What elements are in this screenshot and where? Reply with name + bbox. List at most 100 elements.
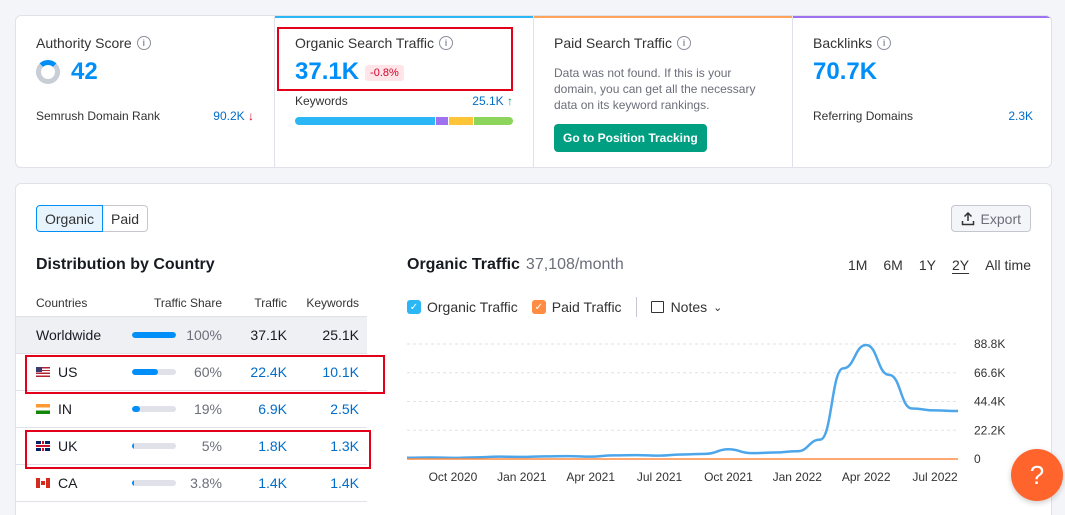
card-accent-line bbox=[793, 16, 1051, 18]
no-data-message: Data was not found. If this is your doma… bbox=[554, 66, 756, 112]
x-tick-label: Oct 2020 bbox=[429, 470, 478, 484]
row-keywords[interactable]: 10.1K bbox=[322, 364, 359, 380]
row-keywords[interactable]: 2.5K bbox=[330, 401, 359, 417]
help-button[interactable]: ? bbox=[1011, 449, 1063, 501]
period-1y[interactable]: 1Y bbox=[918, 257, 936, 273]
organic-traffic-title: Organic Search Traffic bbox=[295, 35, 435, 51]
traffic-change-badge: -0.8% bbox=[365, 64, 404, 81]
row-country: CA bbox=[58, 475, 78, 491]
domain-rank-label: Semrush Domain Rank bbox=[36, 109, 161, 123]
authority-score-value[interactable]: 42 bbox=[71, 58, 98, 85]
period-2y[interactable]: 2Y bbox=[951, 257, 970, 273]
us-flag-icon bbox=[36, 367, 50, 377]
row-keywords: 25.1K bbox=[322, 327, 359, 343]
table-row[interactable]: US 60% 22.4K 10.1K bbox=[16, 354, 367, 391]
row-share: 19% bbox=[193, 401, 222, 417]
legend-organic-traffic[interactable]: ✓ Organic Traffic bbox=[407, 299, 518, 315]
info-icon[interactable]: i bbox=[677, 36, 692, 50]
share-bar bbox=[132, 406, 176, 412]
row-keywords[interactable]: 1.3K bbox=[330, 438, 359, 454]
export-button[interactable]: Export bbox=[950, 205, 1031, 232]
notes-dropdown[interactable]: Notes ⌄ bbox=[650, 299, 723, 315]
share-bar bbox=[132, 480, 176, 486]
y-tick-label: 44.4K bbox=[974, 395, 1005, 409]
arrow-down-icon: ↓ bbox=[248, 109, 254, 123]
info-icon[interactable]: i bbox=[439, 36, 454, 50]
row-keywords[interactable]: 1.4K bbox=[330, 475, 359, 491]
paid-traffic-card: Paid Search Traffic i Data was not found… bbox=[534, 16, 793, 167]
legend-divider bbox=[635, 297, 637, 317]
table-row[interactable]: Worldwide 100% 37.1K 25.1K bbox=[16, 317, 367, 354]
checkbox-checked-icon[interactable]: ✓ bbox=[531, 300, 546, 314]
row-traffic: 37.1K bbox=[250, 327, 287, 343]
table-row[interactable]: UK 5% 1.8K 1.3K bbox=[16, 428, 367, 465]
header-keywords: Keywords bbox=[306, 295, 359, 310]
chevron-down-icon: ⌄ bbox=[713, 301, 723, 314]
notes-icon bbox=[650, 301, 664, 313]
checkbox-checked-icon[interactable]: ✓ bbox=[407, 300, 421, 314]
legend-paid-traffic[interactable]: ✓ Paid Traffic bbox=[531, 299, 622, 315]
table-row[interactable]: CA 3.8% 1.4K 1.4K bbox=[16, 465, 367, 502]
legend-organic-label: Organic Traffic bbox=[427, 299, 518, 315]
row-share: 100% bbox=[186, 327, 222, 343]
row-country: IN bbox=[58, 401, 72, 417]
distribution-table: Countries Traffic Share Traffic Keywords… bbox=[16, 289, 367, 502]
legend-paid-label: Paid Traffic bbox=[551, 299, 622, 315]
row-traffic[interactable]: 1.8K bbox=[258, 438, 287, 454]
y-tick-label: 88.8K bbox=[974, 337, 1005, 351]
share-bar bbox=[132, 369, 176, 375]
period-all-time[interactable]: All time bbox=[985, 257, 1031, 273]
row-country: UK bbox=[58, 438, 78, 454]
row-share: 3.8% bbox=[190, 475, 222, 491]
backlinks-card[interactable]: Backlinks i 70.7K Referring Domains 2.3K bbox=[793, 16, 1051, 167]
x-tick-label: Apr 2021 bbox=[566, 470, 615, 484]
x-tick-label: Oct 2021 bbox=[704, 470, 753, 484]
go-to-position-tracking-button[interactable]: Go to Position Tracking bbox=[554, 124, 707, 152]
header-traffic-share: Traffic Share bbox=[153, 295, 222, 310]
organic-traffic-chart[interactable]: 0 22.2K 44.4K 66.6K 88.8K Oct 2020 Jan 2021 Apr… bbox=[407, 334, 1027, 494]
distribution-title: Distribution by Country bbox=[36, 256, 215, 273]
organic-toggle-button[interactable]: Organic bbox=[36, 205, 104, 232]
paid-traffic-title: Paid Search Traffic bbox=[554, 35, 673, 51]
chart-subtitle: 37,108/month bbox=[525, 256, 624, 273]
header-traffic: Traffic bbox=[254, 295, 287, 310]
referring-domains-label: Referring Domains bbox=[813, 109, 914, 123]
domain-rank-value[interactable]: 90.2K bbox=[213, 109, 245, 123]
x-tick-label: Jul 2022 bbox=[912, 470, 958, 484]
organic-traffic-value[interactable]: 37.1K bbox=[295, 58, 360, 85]
keywords-value[interactable]: 25.1K bbox=[472, 94, 504, 108]
traffic-panel: Organic Paid Export Distribution by Coun… bbox=[15, 183, 1052, 515]
row-traffic[interactable]: 22.4K bbox=[250, 364, 287, 380]
paid-toggle-button[interactable]: Paid bbox=[103, 205, 149, 232]
chart-legend: ✓ Organic Traffic ✓ Paid Traffic Notes ⌄ bbox=[407, 297, 722, 317]
backlinks-value[interactable]: 70.7K bbox=[813, 58, 878, 85]
info-icon[interactable]: i bbox=[877, 36, 892, 50]
authority-donut-icon bbox=[36, 60, 60, 84]
organic-traffic-card[interactable]: Organic Search Traffic i 37.1K -0.8% Keyw… bbox=[275, 16, 534, 167]
keywords-distribution-bar[interactable] bbox=[295, 117, 513, 125]
row-share: 60% bbox=[193, 364, 222, 380]
y-tick-label: 66.6K bbox=[974, 366, 1005, 380]
x-tick-label: Jan 2021 bbox=[497, 470, 547, 484]
uk-flag-icon bbox=[36, 441, 50, 451]
row-traffic[interactable]: 1.4K bbox=[258, 475, 287, 491]
keywords-label: Keywords bbox=[295, 94, 348, 108]
chart-title: Organic Traffic bbox=[407, 256, 520, 273]
info-icon[interactable]: i bbox=[136, 36, 151, 50]
referring-domains-value[interactable]: 2.3K bbox=[1008, 109, 1033, 123]
x-tick-label: Jan 2022 bbox=[773, 470, 823, 484]
row-share: 5% bbox=[201, 438, 222, 454]
in-flag-icon bbox=[36, 404, 50, 414]
card-accent-line bbox=[275, 16, 533, 18]
row-traffic[interactable]: 6.9K bbox=[258, 401, 287, 417]
organic-paid-toggle: Organic Paid bbox=[36, 205, 149, 232]
period-6m[interactable]: 6M bbox=[883, 257, 903, 273]
share-bar bbox=[132, 443, 176, 449]
ca-flag-icon bbox=[36, 478, 50, 488]
period-1m[interactable]: 1M bbox=[847, 257, 868, 273]
authority-score-card[interactable]: Authority Score i 42 Semrush Domain Rank… bbox=[16, 16, 275, 167]
notes-label: Notes bbox=[670, 299, 708, 315]
row-country: US bbox=[58, 364, 78, 380]
table-row[interactable]: IN 19% 6.9K 2.5K bbox=[16, 391, 367, 428]
header-countries: Countries bbox=[36, 295, 88, 310]
